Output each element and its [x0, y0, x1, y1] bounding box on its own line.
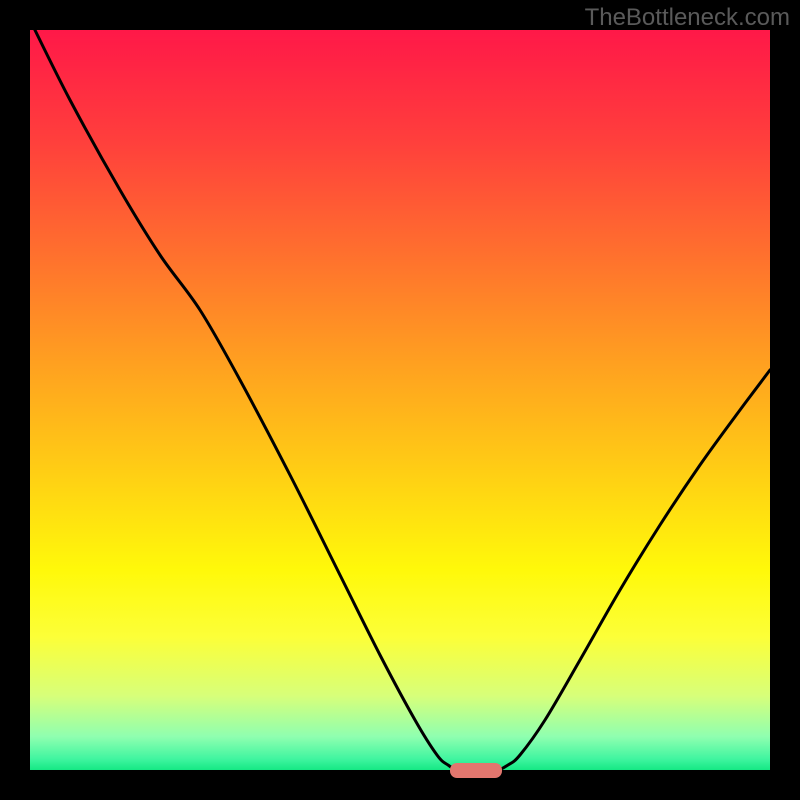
- bottleneck-chart: [0, 0, 800, 800]
- watermark-text: TheBottleneck.com: [585, 4, 790, 32]
- chart-plot-area: [30, 30, 770, 770]
- chart-container: TheBottleneck.com: [0, 0, 800, 800]
- optimal-marker: [450, 763, 502, 778]
